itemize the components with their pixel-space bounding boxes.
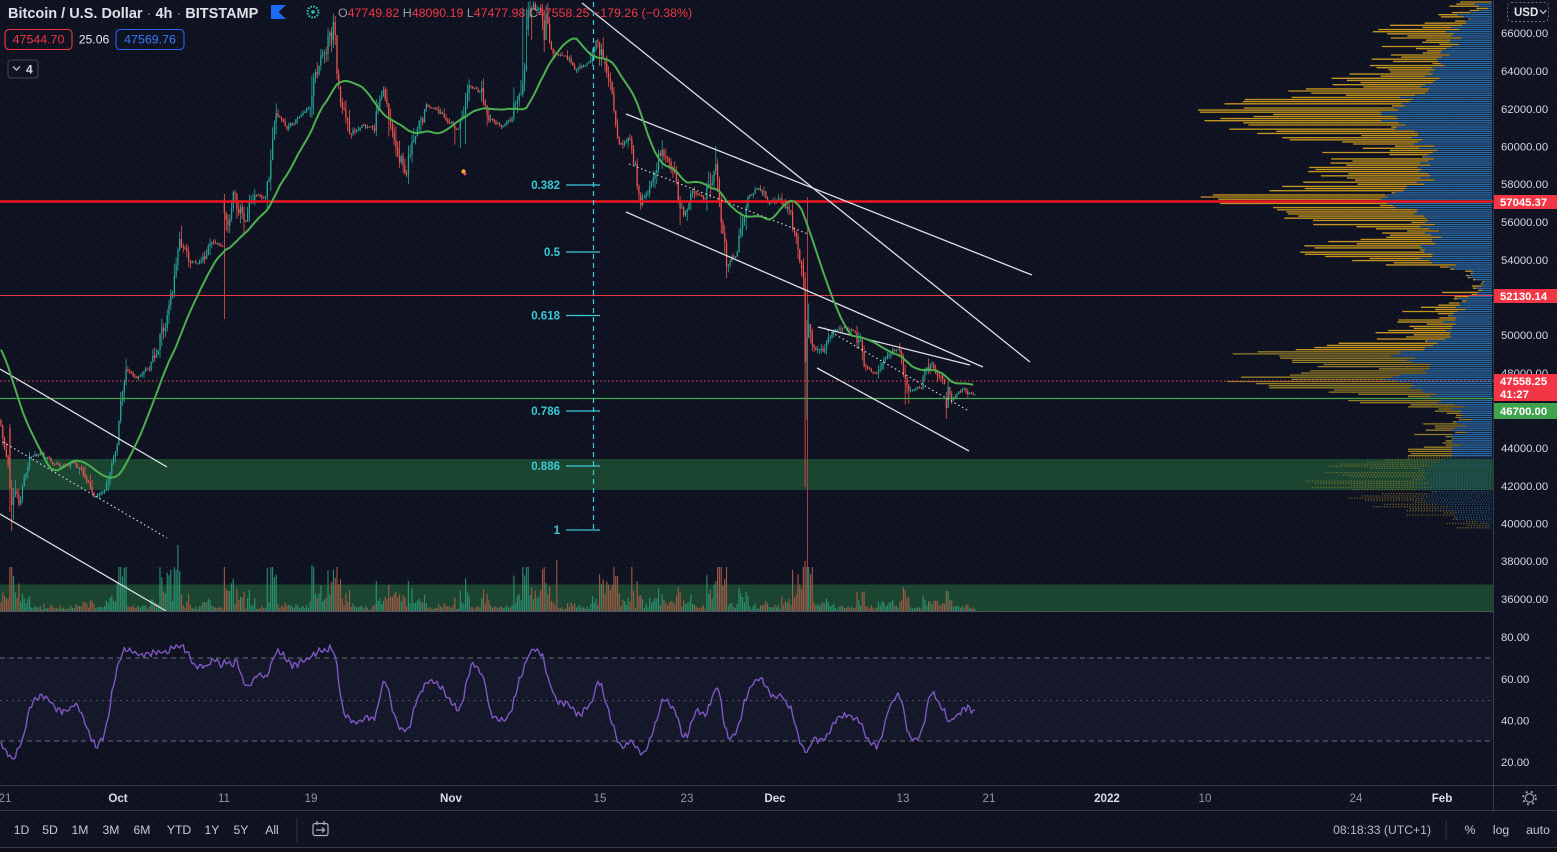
svg-text:58000.00: 58000.00: [1501, 179, 1548, 191]
svg-text:1: 1: [554, 525, 561, 537]
svg-text:66000.00: 66000.00: [1501, 28, 1548, 40]
svg-text:0.5: 0.5: [544, 247, 561, 259]
svg-text:log: log: [1493, 823, 1509, 837]
svg-text:46700.00: 46700.00: [1500, 406, 1547, 418]
svg-text:1D: 1D: [14, 823, 30, 837]
svg-text:38000.00: 38000.00: [1501, 556, 1548, 568]
svg-text:40000.00: 40000.00: [1501, 519, 1548, 531]
svg-text:Dec: Dec: [764, 792, 786, 805]
svg-text:0.786: 0.786: [531, 406, 560, 418]
svg-text:62000.00: 62000.00: [1501, 104, 1548, 116]
svg-text:Nov: Nov: [440, 792, 462, 805]
svg-text:1M: 1M: [72, 823, 89, 837]
svg-text:64000.00: 64000.00: [1501, 66, 1548, 78]
svg-text:6M: 6M: [134, 823, 151, 837]
svg-text:Oct: Oct: [108, 792, 127, 805]
svg-text:56000.00: 56000.00: [1501, 217, 1548, 229]
svg-text:47558.25: 47558.25: [1500, 376, 1547, 388]
svg-text:11: 11: [218, 792, 230, 805]
svg-text:Bitcoin / U.S. Dollar · 4h · B: Bitcoin / U.S. Dollar · 4h · BITSTAMP: [8, 6, 259, 22]
svg-text:YTD: YTD: [167, 823, 192, 837]
svg-text:44000.00: 44000.00: [1501, 443, 1548, 455]
svg-text:52130.14: 52130.14: [1500, 291, 1548, 303]
svg-text:57045.37: 57045.37: [1500, 197, 1547, 209]
svg-text:O47749.82 H48090.19 L47477.98: O47749.82 H48090.19 L47477.98 C47558.25 …: [338, 6, 692, 20]
svg-text:50000.00: 50000.00: [1501, 330, 1548, 342]
svg-text:auto: auto: [1526, 823, 1550, 837]
svg-text:1Y: 1Y: [205, 823, 220, 837]
svg-text:19: 19: [305, 792, 318, 805]
svg-text:42000.00: 42000.00: [1501, 481, 1548, 493]
svg-text:36000.00: 36000.00: [1501, 594, 1548, 606]
svg-text:5Y: 5Y: [234, 823, 249, 837]
svg-text:%: %: [1465, 823, 1476, 837]
svg-text:23: 23: [681, 792, 694, 805]
svg-text:4: 4: [26, 63, 33, 77]
svg-text:80.00: 80.00: [1501, 632, 1529, 644]
svg-text:40.00: 40.00: [1501, 716, 1529, 728]
svg-text:13: 13: [897, 792, 910, 805]
svg-text:0.886: 0.886: [531, 461, 560, 473]
svg-text:All: All: [265, 823, 279, 837]
svg-text:60000.00: 60000.00: [1501, 142, 1548, 154]
svg-text:24: 24: [1350, 792, 1363, 805]
svg-text:54000.00: 54000.00: [1501, 255, 1548, 267]
svg-text:41:27: 41:27: [1500, 389, 1529, 401]
svg-text:08:18:33 (UTC+1): 08:18:33 (UTC+1): [1333, 823, 1431, 837]
svg-text:0.618: 0.618: [531, 311, 560, 323]
svg-text:5D: 5D: [42, 823, 58, 837]
svg-text:0.382: 0.382: [531, 180, 560, 192]
svg-text:60.00: 60.00: [1501, 674, 1529, 686]
svg-text:47569.76: 47569.76: [124, 33, 176, 47]
svg-text:47544.70: 47544.70: [13, 33, 65, 47]
svg-text:15: 15: [594, 792, 607, 805]
svg-text:2022: 2022: [1094, 792, 1120, 805]
svg-text:20.00: 20.00: [1501, 757, 1529, 769]
svg-text:21: 21: [0, 792, 11, 805]
svg-text:3M: 3M: [103, 823, 120, 837]
svg-text:Feb: Feb: [1432, 792, 1453, 805]
svg-text:25.06: 25.06: [79, 33, 110, 47]
svg-text:21: 21: [983, 792, 996, 805]
svg-text:10: 10: [1199, 792, 1212, 805]
svg-text:USD: USD: [1514, 7, 1538, 19]
